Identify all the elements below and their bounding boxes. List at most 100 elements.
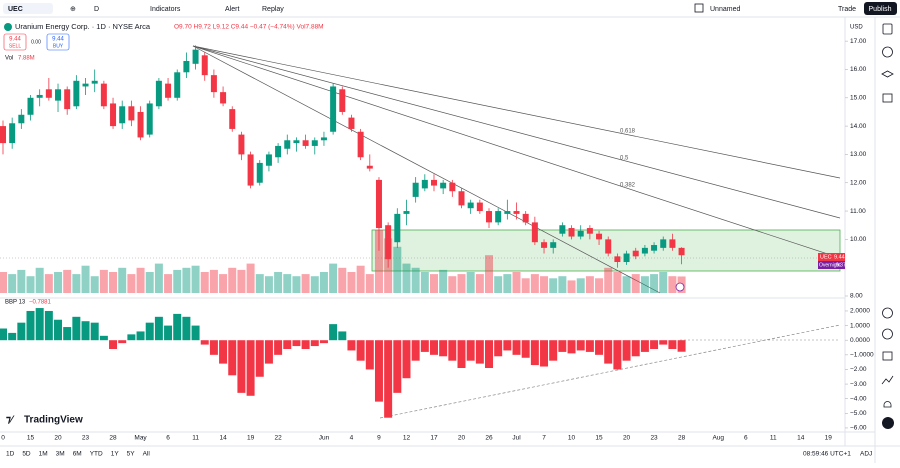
alerts-icon[interactable] [882, 46, 893, 58]
candle-body [155, 80, 162, 107]
bbp-bar [466, 340, 475, 361]
trade[interactable]: Trade [838, 6, 856, 13]
timeframe[interactable]: 6M [73, 451, 82, 458]
ideas-icon[interactable] [882, 328, 893, 340]
watchlist-icon[interactable] [882, 23, 893, 35]
y-tick-label: −6.00 [850, 425, 867, 432]
indicators[interactable]: Indicators [150, 6, 181, 13]
layout-checkbox[interactable] [694, 3, 704, 13]
candle-body [128, 106, 135, 121]
y-tick-label: 16.00 [850, 66, 867, 73]
candle-body [641, 247, 648, 254]
candle-body [302, 140, 309, 146]
buy-button[interactable] [46, 33, 70, 51]
volume-bar [494, 276, 503, 293]
volume-bar [246, 263, 255, 293]
currency: USD [850, 25, 863, 31]
candle-body [531, 222, 538, 243]
bbp-bar [200, 340, 209, 345]
bbp-bar [393, 340, 402, 393]
symbol-search[interactable] [3, 3, 53, 14]
x-tick-label: 26 [485, 435, 493, 442]
buy-label[interactable]: BUY [53, 43, 64, 49]
timeframe[interactable]: 5Y [127, 451, 136, 458]
bbp-bar [457, 340, 466, 368]
add-symbol[interactable]: ⊕ [70, 6, 76, 13]
chart-icon[interactable] [881, 375, 894, 385]
volume-bar [338, 267, 347, 293]
sell-button[interactable] [3, 33, 27, 51]
timeframe[interactable]: All [143, 451, 151, 458]
layout-name[interactable]: Unnamed [710, 6, 740, 13]
sell-label[interactable]: SELL [9, 43, 21, 49]
bbp-bar [228, 340, 237, 376]
adj[interactable]: ADJ [860, 451, 872, 458]
fan-line [192, 45, 661, 294]
publish-button[interactable] [864, 2, 897, 15]
candle-body [220, 92, 227, 104]
overnight-label: Overnight [819, 262, 841, 268]
buy-price[interactable]: 9.44 [52, 37, 64, 43]
x-tick-label: Jul [512, 435, 521, 442]
publish[interactable]: Publish [869, 6, 892, 13]
bbp-bar [622, 340, 631, 361]
candle-body [339, 89, 346, 112]
volume-bar [668, 276, 677, 293]
x-tick-label: 15 [595, 435, 603, 442]
candle-body [192, 49, 199, 64]
bbp-bar [136, 331, 145, 341]
bbp-bar [512, 340, 521, 355]
candle-body [440, 182, 447, 189]
y-tick-label: 12.00 [850, 179, 867, 186]
bbp-bar [338, 331, 347, 341]
bbp-bar [127, 334, 136, 341]
replay[interactable]: Replay [262, 6, 284, 13]
candle-body [412, 182, 419, 197]
news-icon[interactable] [882, 93, 893, 103]
candle-body [210, 75, 217, 93]
fib-label: 0.5 [620, 156, 629, 162]
calendar-icon[interactable] [882, 351, 893, 361]
bbp-bar [264, 340, 273, 364]
x-tick-label: 10 [568, 435, 576, 442]
timeframe[interactable]: 5D [22, 451, 31, 458]
bbp-bar [595, 340, 604, 355]
volume-bar [264, 276, 273, 293]
interval[interactable]: D [94, 6, 99, 13]
bbp-bar [613, 340, 622, 370]
timeframe[interactable]: YTD [90, 451, 103, 458]
timeframe[interactable]: 1Y [111, 451, 120, 458]
bbp-bar [301, 340, 310, 349]
y-tick-label: 2.0000 [850, 308, 870, 315]
layers-icon[interactable] [881, 70, 894, 78]
apps-icon[interactable] [882, 417, 894, 429]
volume-bar [145, 272, 154, 293]
timeframes: 1D 5D 1M 3M 6M YTD 1Y 5Y All [6, 451, 150, 458]
candle-body [293, 140, 300, 144]
bbp-bar [604, 340, 613, 364]
alert[interactable]: Alert [225, 6, 239, 13]
notification-icon[interactable] [883, 401, 892, 408]
volume-bar [631, 274, 640, 293]
candle-body [27, 97, 34, 115]
timeframe[interactable]: 1M [39, 451, 48, 458]
timeframe[interactable]: 3M [56, 451, 65, 458]
volume-bar [301, 274, 310, 293]
bbp-bar [558, 340, 567, 352]
volume-bar [8, 274, 17, 293]
volume-bar [466, 272, 475, 293]
target-icon[interactable] [882, 307, 893, 319]
candle-body [247, 154, 254, 186]
symbol[interactable]: UEC [8, 6, 23, 13]
legend-values: O9.70 H9.72 L9.12 C9.44 −0.47 (−4.74%) V… [174, 24, 324, 31]
candle-body [550, 242, 557, 248]
bbp-bar [485, 340, 494, 368]
candle-body [596, 233, 603, 240]
timeframe[interactable]: 1D [6, 451, 15, 458]
bbp-bar [659, 340, 668, 345]
volume-bar [44, 274, 53, 293]
x-tick-label: Jun [319, 435, 330, 442]
y-tick-label: −3.00 [850, 381, 867, 388]
sell-price[interactable]: 9.44 [9, 37, 21, 43]
event-icon[interactable] [675, 282, 685, 292]
